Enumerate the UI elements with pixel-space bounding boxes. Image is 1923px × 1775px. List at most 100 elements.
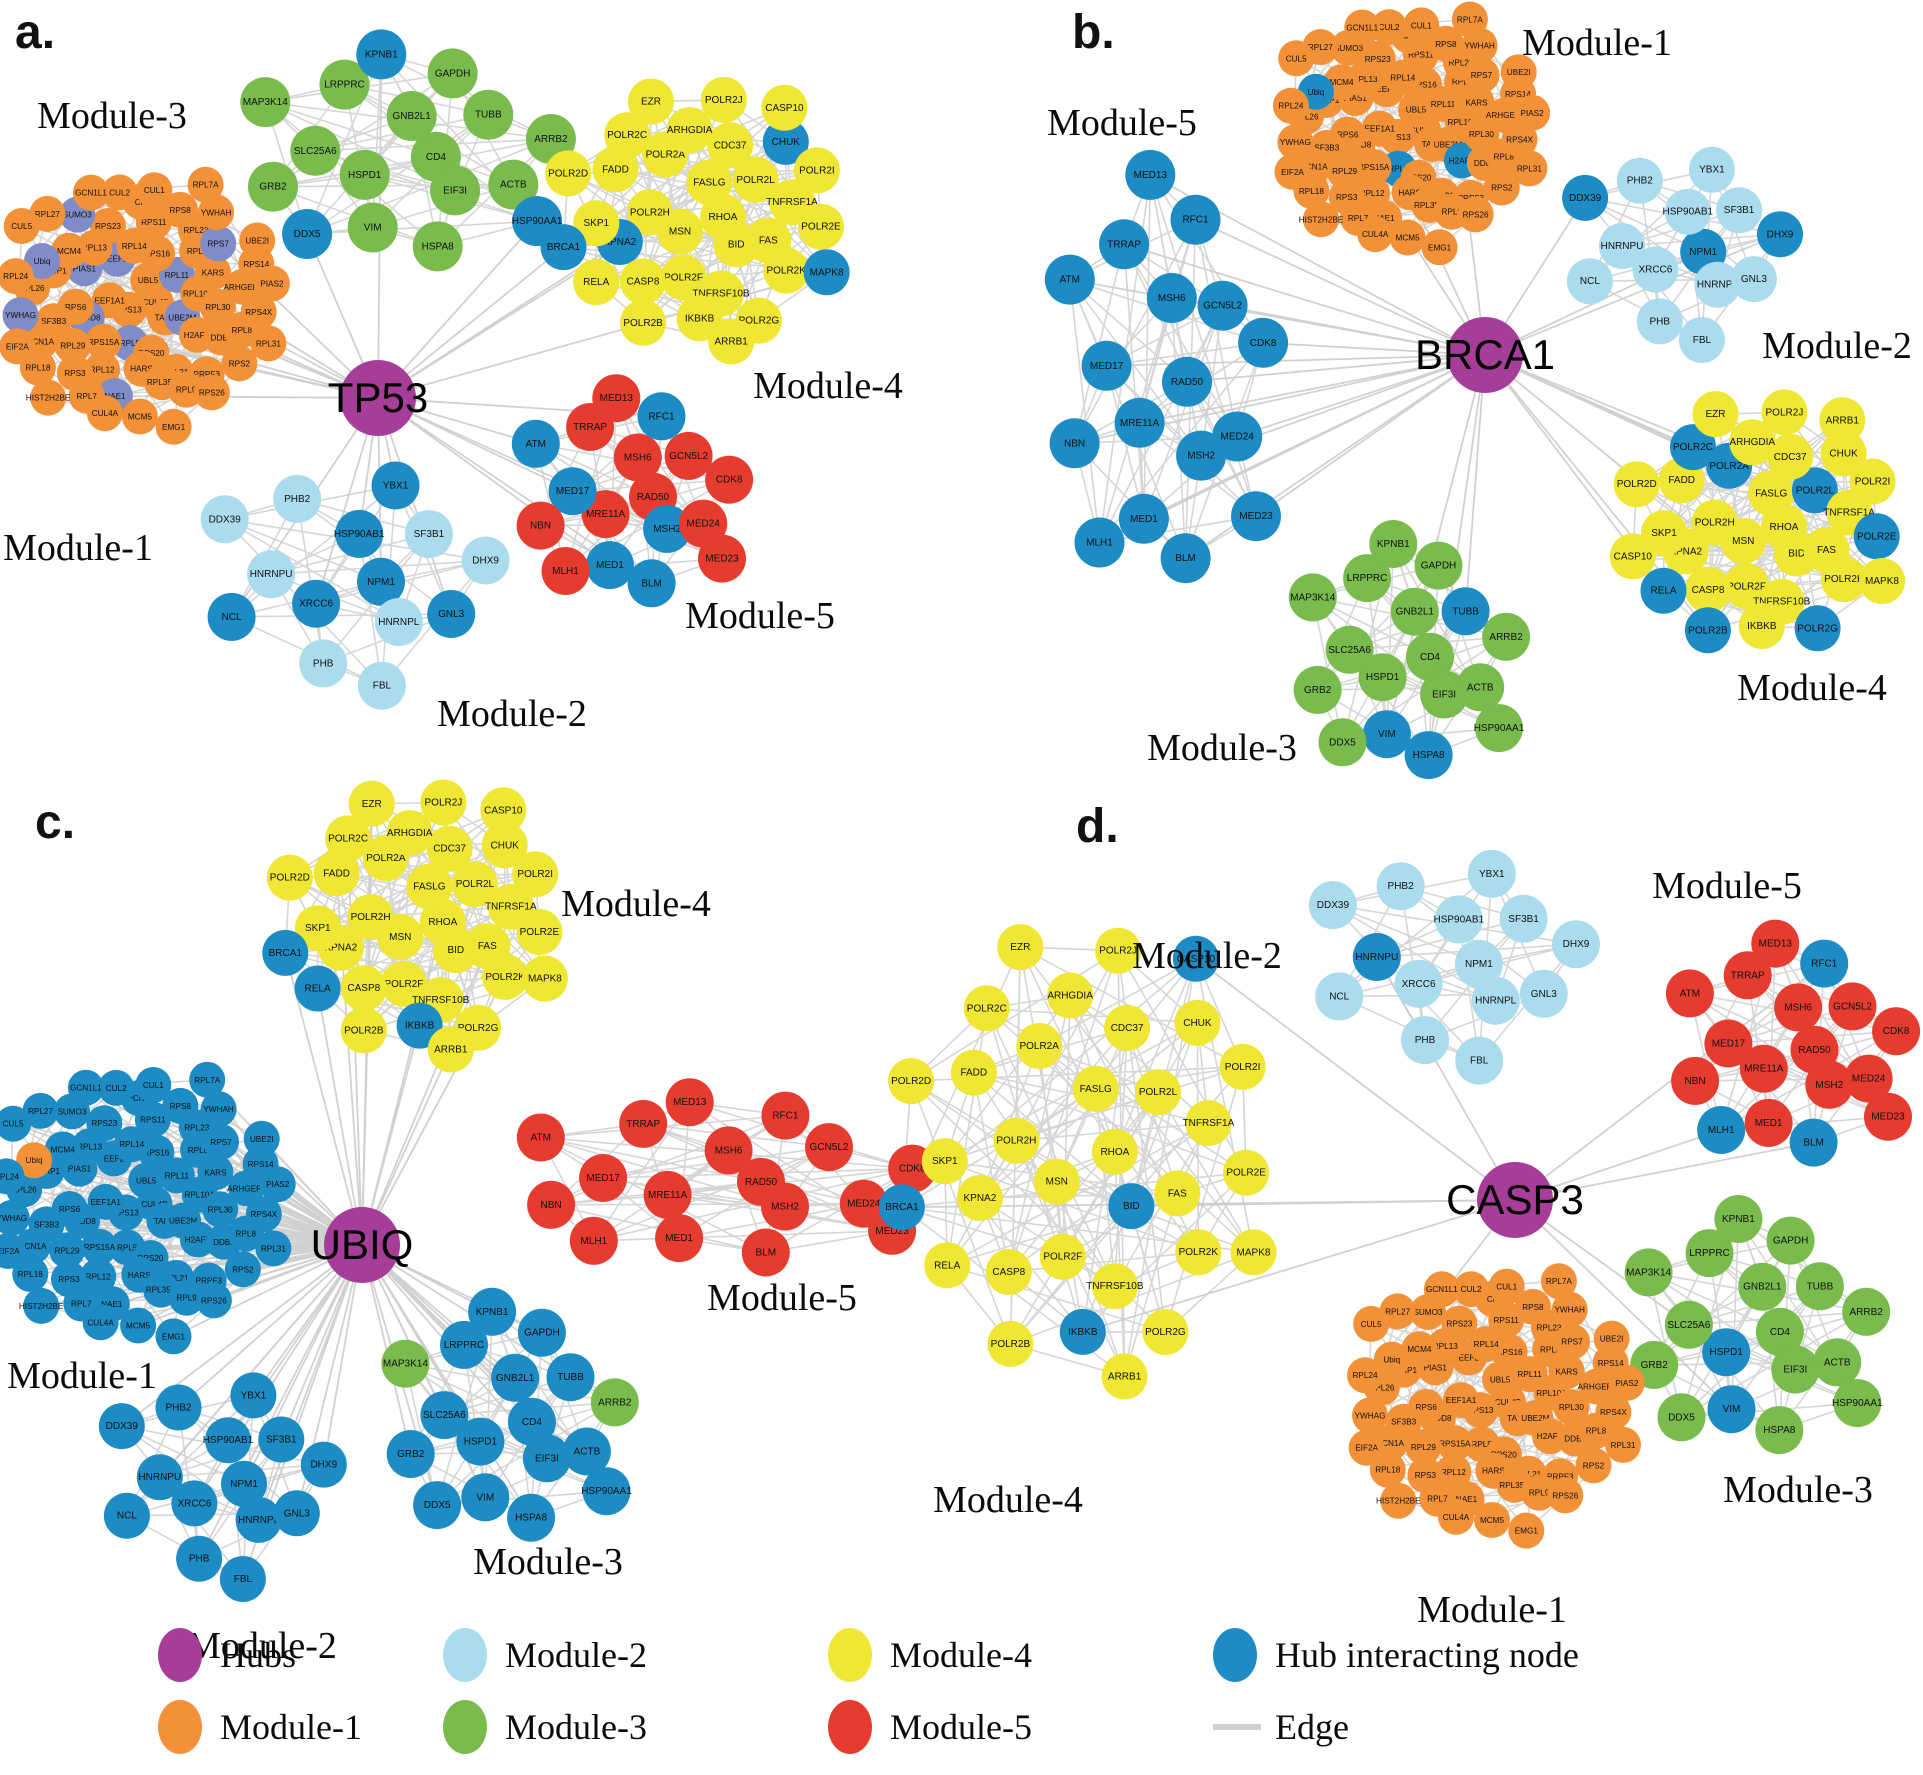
node-MCM5[interactable] [1389, 219, 1426, 256]
node-ATM[interactable] [516, 1113, 565, 1162]
node-NPM1[interactable] [357, 557, 405, 606]
node-NPM1[interactable] [1454, 939, 1503, 988]
node-XRCC6[interactable] [171, 1480, 218, 1527]
node-HSP90AA1[interactable] [1833, 1379, 1882, 1428]
node-HNRNPU[interactable] [1599, 223, 1645, 269]
node-POLR2K[interactable] [763, 247, 810, 294]
node-RELA[interactable] [294, 965, 341, 1012]
node-FADD[interactable] [950, 1049, 997, 1096]
node-RPS2[interactable] [221, 345, 258, 382]
node-RPS8[interactable] [162, 191, 199, 228]
node-ACTB[interactable] [1456, 663, 1505, 712]
node-BID[interactable] [1108, 1183, 1155, 1230]
node-PHB[interactable] [1636, 298, 1683, 345]
node-KPNB1[interactable] [1714, 1195, 1763, 1243]
node-RFC1[interactable] [637, 392, 686, 441]
node-ACTB[interactable] [562, 1427, 611, 1476]
node-POLR2F[interactable] [1723, 563, 1770, 610]
node-YBX1[interactable] [1688, 146, 1735, 193]
node-CUL2[interactable] [1371, 9, 1408, 46]
node-DHX9[interactable] [461, 536, 510, 585]
node-MED23[interactable] [698, 534, 746, 583]
node-HSPA8[interactable] [1404, 731, 1453, 780]
node-ACTB[interactable] [1813, 1338, 1862, 1387]
node-ARHGDIA[interactable] [666, 107, 713, 154]
node-PIAS2[interactable] [259, 1166, 296, 1203]
node-UBE2I[interactable] [243, 1120, 280, 1157]
node-RPS7[interactable] [203, 1123, 239, 1160]
node-RPL7A[interactable] [189, 1061, 226, 1098]
node-MED24[interactable] [1212, 411, 1263, 462]
node-CHUK[interactable] [1820, 430, 1867, 477]
node-POLR2C[interactable] [604, 112, 651, 159]
node-DHX9[interactable] [300, 1441, 347, 1488]
node-KARS[interactable] [1548, 1353, 1585, 1390]
node-HSPA8[interactable] [507, 1493, 556, 1542]
node-CASP10[interactable] [1172, 935, 1219, 982]
node-SKP1[interactable] [573, 200, 620, 247]
node-RPS23[interactable] [86, 1105, 123, 1142]
node-ARHGDIA[interactable] [1047, 972, 1094, 1019]
node-POLR2K[interactable] [1175, 1229, 1222, 1276]
node-EIF3I[interactable] [1420, 670, 1469, 719]
node-MLH1[interactable] [1697, 1106, 1746, 1154]
node-GRB2[interactable] [248, 161, 298, 212]
node-VIM[interactable] [461, 1473, 510, 1522]
node-POLR2G[interactable] [1794, 605, 1841, 652]
node-RPL12[interactable] [80, 1258, 117, 1295]
node-PHB[interactable] [299, 639, 348, 688]
node-POLR2C[interactable] [325, 815, 372, 862]
node-TNFRSF1A[interactable] [1185, 1100, 1232, 1147]
node-DDX5[interactable] [1318, 718, 1367, 767]
node-POLR2J[interactable] [700, 76, 747, 123]
node-RPS7[interactable] [200, 225, 237, 262]
node-MCM4[interactable] [51, 232, 88, 269]
node-TRRAP[interactable] [1099, 219, 1150, 270]
node-CUL2[interactable] [101, 174, 138, 211]
node-CASP8[interactable] [340, 965, 387, 1012]
node-GCN5L2[interactable] [805, 1123, 853, 1172]
node-TUBB[interactable] [463, 89, 514, 140]
node-CASP8[interactable] [985, 1249, 1032, 1295]
node-POLR2B[interactable] [340, 1007, 387, 1054]
node-MED23[interactable] [1231, 491, 1281, 542]
node-RPS7[interactable] [1554, 1323, 1590, 1360]
node-POLR2E[interactable] [1223, 1149, 1270, 1196]
node-MCM5[interactable] [120, 1307, 157, 1344]
node-MED17[interactable] [548, 467, 597, 516]
node-BLM[interactable] [1789, 1118, 1838, 1167]
node-HNRNPL[interactable] [374, 598, 423, 646]
node-RELA[interactable] [573, 259, 620, 306]
node-POLR2C[interactable] [963, 985, 1010, 1032]
node-SLC25A6[interactable] [1325, 625, 1374, 674]
node-CDC37[interactable] [1104, 1004, 1151, 1051]
node-YWHAG[interactable] [1352, 1397, 1388, 1434]
node-RPS26[interactable] [1547, 1477, 1584, 1514]
node-POLR2E[interactable] [1853, 513, 1900, 560]
node-POLR2J[interactable] [420, 779, 467, 826]
node-RPS26[interactable] [195, 1282, 232, 1319]
node-LRPPRC[interactable] [319, 59, 370, 110]
node-POLR2F[interactable] [1039, 1233, 1086, 1280]
node-POLR2B[interactable] [1684, 607, 1731, 654]
node-ARRB2[interactable] [1482, 612, 1531, 661]
node-MSH2[interactable] [643, 504, 692, 553]
node-MED23[interactable] [1864, 1092, 1912, 1141]
node-NPM1[interactable] [221, 1460, 267, 1507]
node-RPL24[interactable] [1347, 1357, 1383, 1394]
node-ARRB1[interactable] [1101, 1353, 1148, 1400]
node-FASLG[interactable] [1748, 470, 1795, 517]
node-POLR2I[interactable] [793, 147, 840, 194]
node-EIF2A[interactable] [0, 1233, 27, 1269]
node-NCL[interactable] [1566, 258, 1613, 305]
node-HSP90AB1[interactable] [1664, 188, 1711, 235]
node-GNL3[interactable] [1519, 969, 1568, 1018]
node-TRRAP[interactable] [1723, 951, 1772, 1000]
node-RPL29[interactable] [54, 327, 91, 364]
node-FASLG[interactable] [406, 863, 453, 910]
node-POLR2B[interactable] [987, 1320, 1034, 1367]
node-HSP90AB1[interactable] [335, 509, 384, 558]
node-MLH1[interactable] [541, 547, 590, 595]
node-TUBB[interactable] [1441, 587, 1490, 636]
node-HSPD1[interactable] [1358, 653, 1407, 702]
